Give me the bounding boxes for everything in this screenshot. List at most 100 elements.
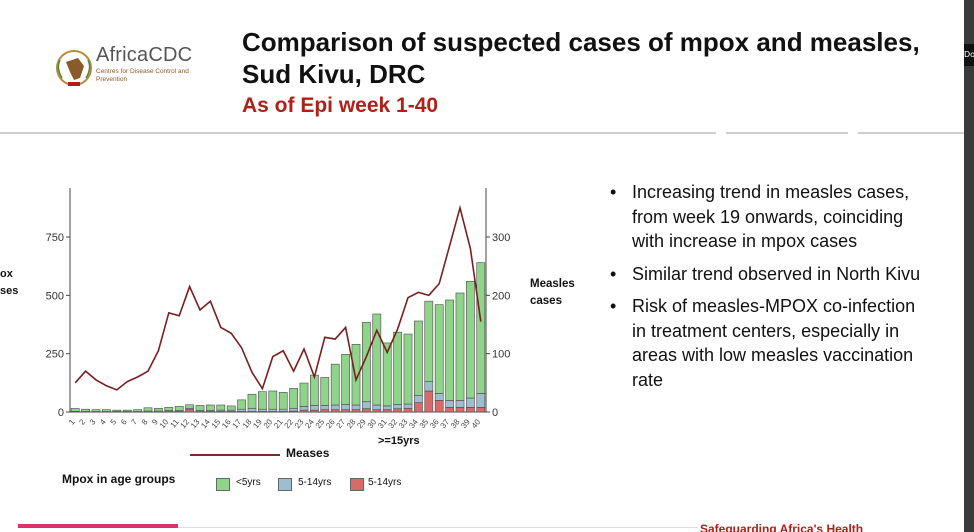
measles-line [74, 204, 482, 391]
bar-segment [310, 374, 319, 406]
page-title: Comparison of suspected cases of mpox an… [242, 27, 920, 89]
bar-segment [289, 407, 298, 412]
bar-segment [268, 390, 278, 410]
bar-segment [351, 409, 361, 413]
bar-segment [247, 407, 257, 412]
bar-segment [434, 400, 444, 413]
bar-segment [133, 409, 142, 412]
bar-segment [455, 400, 465, 408]
bar-segment [237, 408, 246, 412]
bar-segment [414, 395, 423, 403]
bar-segment [434, 304, 444, 394]
bar-segment [320, 405, 330, 410]
bar-segment [403, 403, 413, 409]
legend-swatch-5-14 [278, 478, 292, 491]
bullet-dot: • [610, 296, 617, 316]
bar-segment [341, 404, 350, 410]
bar-segment [330, 404, 340, 410]
divider-rule [726, 132, 848, 134]
mpox-age-legend-title: Mpox in age groups [62, 472, 176, 486]
x-tick-label: 5 [109, 417, 119, 427]
bar-segment [174, 406, 184, 411]
bar-segment [164, 407, 174, 411]
x-tick-label: 1 [67, 417, 77, 427]
right-axis-label: Measles cases [530, 278, 575, 307]
bar-segment [372, 313, 382, 406]
left-tick-label: 250 [46, 349, 64, 361]
legend-swatch-15plus [350, 478, 364, 491]
bar-segment [320, 377, 330, 406]
bar-segment [414, 402, 423, 413]
bar-segment [424, 300, 434, 382]
bar-segment [466, 407, 475, 413]
bar-segment [206, 404, 215, 411]
bullet-item: • Similar trend observed in North Kivu [606, 262, 926, 287]
bar-segment [341, 409, 350, 413]
bar-segment [393, 408, 402, 413]
x-tick-label: 3 [88, 417, 98, 427]
bullet-item: • Increasing trend in measles cases, fro… [610, 182, 910, 251]
bar-segment [362, 322, 371, 403]
bar-segment [403, 407, 413, 413]
bar-segment [102, 409, 111, 412]
bar-segment [393, 404, 402, 410]
bar-segment [476, 393, 486, 408]
bar-segment [466, 281, 475, 399]
bar-segment [445, 400, 454, 408]
bar-segment [455, 407, 465, 413]
bar-segment [393, 331, 402, 405]
bar-segment [299, 406, 309, 411]
left-axis-label: ox ses [0, 268, 19, 297]
bar-segment [299, 382, 309, 407]
bar-segment [476, 262, 486, 394]
bar-segment [310, 405, 319, 411]
right-tick-label: 200 [492, 290, 510, 302]
x-tick-label: 6 [119, 417, 129, 427]
bar-segment [414, 320, 423, 396]
bar-segment [226, 405, 236, 411]
bar-segment [351, 404, 361, 410]
bar-segment [445, 299, 454, 401]
bar-segment [382, 409, 392, 413]
right-tick-label: 0 [492, 407, 498, 419]
x-tick-label: 40 [470, 417, 483, 430]
bar-segment [330, 363, 340, 406]
legend-swatch-u5 [216, 478, 230, 491]
bar-segment [362, 401, 371, 410]
bar-segment [382, 342, 392, 407]
bullet-dot: • [610, 263, 617, 284]
bar-segment [81, 408, 90, 412]
bar-segment [91, 409, 101, 412]
bar-segment [258, 391, 267, 410]
bar-segment [278, 408, 288, 412]
bar-segment [289, 388, 298, 409]
bar-segment [70, 408, 80, 412]
legend-label-5-14: 5-14yrs [298, 477, 332, 488]
bar-segment [372, 404, 382, 410]
left-tick-label: 750 [46, 232, 64, 244]
bar-segment [185, 409, 194, 413]
bar-segment [362, 408, 371, 413]
bar-segment [278, 392, 288, 410]
bar-segment [330, 409, 340, 413]
bar-segment [372, 409, 382, 413]
side-tag: Do [964, 44, 974, 66]
bar-segment [185, 404, 194, 409]
bar-segment [403, 333, 413, 405]
bar-segment [341, 354, 350, 405]
measles-legend-line [190, 454, 280, 456]
x-tick-label: 7 [129, 417, 139, 427]
legend-label-15plus: 5-14yrs [368, 477, 402, 488]
logo-text: AfricaCDC [96, 44, 193, 66]
bullet-item: • Risk of measles-MPOX co-infection in t… [610, 296, 916, 390]
window-edge-bar [964, 0, 974, 532]
bar-segment [258, 408, 267, 412]
divider-rule [858, 132, 964, 134]
bar-segment [268, 408, 278, 412]
bar-segment [247, 393, 257, 409]
bar-segment [143, 407, 153, 412]
bar-segment [424, 390, 434, 413]
bar-segment [351, 344, 361, 406]
footer-text: Safeguarding Africa's Health [700, 522, 864, 532]
